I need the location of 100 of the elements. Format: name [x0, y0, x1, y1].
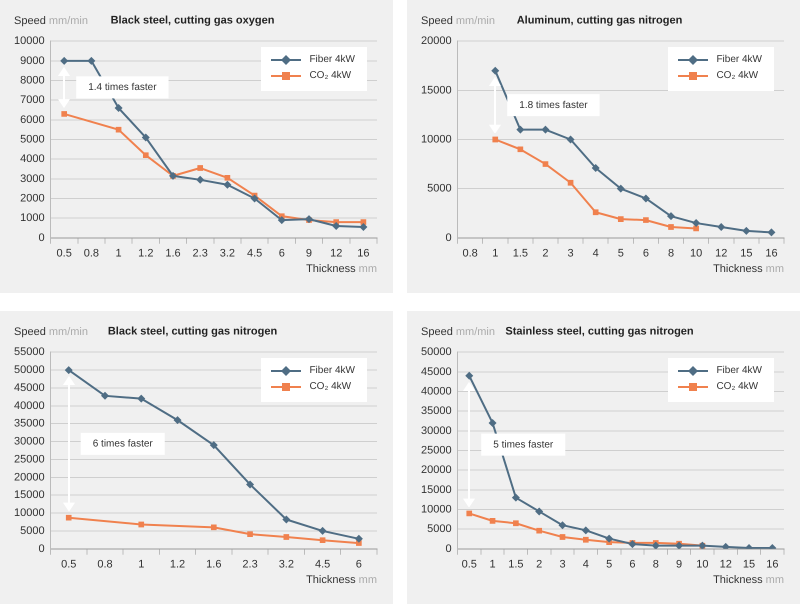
x-tick-label: 1 — [490, 558, 496, 570]
y-tick-label: 30000 — [420, 424, 452, 437]
point — [332, 222, 340, 230]
point — [284, 534, 290, 540]
annotation: 5 times faster — [493, 439, 554, 450]
legend-label: Fiber 4kW — [716, 54, 762, 66]
point — [354, 534, 363, 543]
x-tick-label: 6 — [642, 247, 649, 260]
point — [535, 507, 544, 516]
point — [492, 136, 498, 142]
y-tick-label: 15000 — [420, 84, 452, 96]
x-tick-label: 1 — [116, 247, 122, 260]
y-tick-label: 15000 — [14, 489, 45, 502]
point — [642, 194, 650, 202]
annotation: 6 times faster — [92, 438, 154, 450]
y-axis-title: Speed mm/min — [14, 326, 88, 338]
y-tick-label: 0 — [38, 542, 45, 555]
point — [142, 134, 150, 142]
point — [767, 228, 776, 236]
y-tick-label: 50000 — [420, 346, 452, 358]
y-tick-label: 5000 — [427, 182, 452, 195]
x-tick-label: 16 — [357, 247, 370, 260]
point — [541, 126, 550, 134]
y-tick-label: 40000 — [14, 400, 45, 412]
x-tick-label: 1 — [138, 558, 144, 570]
y-tick-label: 45000 — [14, 382, 45, 394]
x-tick-label: 3 — [559, 558, 566, 570]
point — [616, 184, 625, 193]
y-tick-label: 35000 — [14, 418, 45, 430]
legend-label: Fiber 4kW — [309, 365, 355, 376]
x-tick-label: 8 — [652, 558, 659, 570]
point — [628, 540, 636, 548]
y-tick-label: 7000 — [20, 94, 45, 106]
y-tick-label: 45000 — [420, 366, 452, 378]
legend-label: CO₂ 4kW — [716, 70, 758, 82]
x-tick-label: 4 — [582, 558, 589, 570]
y-axis-title: Speed mm/min — [14, 15, 88, 27]
legend-label: Fiber 4kW — [716, 365, 762, 376]
point — [742, 226, 750, 235]
y-tick-label: 5000 — [20, 524, 45, 537]
point — [142, 152, 149, 158]
point — [246, 480, 254, 488]
point — [196, 176, 204, 184]
y-tick-label: 25000 — [14, 453, 45, 466]
point — [652, 542, 660, 549]
point — [278, 216, 286, 224]
x-tick-label: 2 — [536, 558, 542, 570]
point — [224, 175, 230, 181]
point — [114, 104, 123, 112]
x-tick-label: 12 — [715, 247, 728, 260]
point — [210, 524, 217, 530]
x-tick-label: 1 — [492, 247, 498, 260]
y-tick-label: 10000 — [14, 35, 45, 48]
point — [717, 222, 726, 231]
x-tick-label: 2.3 — [242, 558, 258, 570]
y-tick-label: 30000 — [14, 436, 45, 448]
y-tick-label: 10000 — [420, 504, 452, 516]
point — [693, 226, 699, 232]
point — [490, 518, 496, 524]
y-tick-label: 0 — [38, 232, 45, 244]
x-tick-label: 4 — [592, 247, 599, 260]
x-tick-label: 4.5 — [314, 558, 330, 570]
x-tick-label: 1.6 — [165, 247, 181, 260]
x-axis-title: Thickness mm — [306, 263, 377, 275]
point — [513, 520, 519, 526]
x-tick-label: 8 — [668, 247, 674, 260]
point — [643, 217, 649, 223]
y-tick-label: 50000 — [14, 364, 45, 376]
x-tick-label: 0.5 — [61, 558, 76, 570]
x-axis-title: Thickness mm — [306, 574, 377, 586]
x-tick-label: 6 — [629, 558, 636, 570]
y-tick-label: 35000 — [420, 405, 452, 418]
x-tick-label: 12 — [720, 558, 732, 570]
point — [100, 392, 109, 400]
y-tick-label: 3000 — [20, 172, 45, 185]
chart-title: Black steel, cutting gas oxygen — [110, 14, 275, 27]
y-tick-label: 4000 — [20, 153, 45, 166]
x-tick-label: 1.2 — [138, 247, 154, 260]
point — [60, 56, 68, 65]
x-tick-label: 5 — [618, 247, 624, 260]
x-tick-label: 16 — [765, 247, 778, 260]
point — [668, 224, 674, 230]
point — [116, 126, 122, 132]
point — [605, 534, 614, 543]
point — [667, 212, 676, 220]
y-tick-label: 25000 — [420, 444, 452, 457]
point — [568, 180, 574, 186]
x-tick-label: 15 — [742, 558, 756, 570]
legend-label: CO₂ 4kW — [309, 381, 352, 392]
x-tick-label: 10 — [690, 247, 702, 260]
y-tick-label: 20000 — [420, 464, 452, 476]
y-tick-label: 15000 — [420, 484, 452, 496]
point — [618, 216, 624, 222]
x-tick-label: 6 — [278, 247, 285, 260]
y-tick-label: 20000 — [14, 471, 45, 484]
point — [466, 510, 472, 516]
point — [582, 536, 589, 543]
x-tick-label: 1.6 — [206, 558, 222, 570]
y-axis-title: Speed mm/min — [421, 326, 495, 338]
legend-label: CO₂ 4kW — [716, 381, 758, 392]
